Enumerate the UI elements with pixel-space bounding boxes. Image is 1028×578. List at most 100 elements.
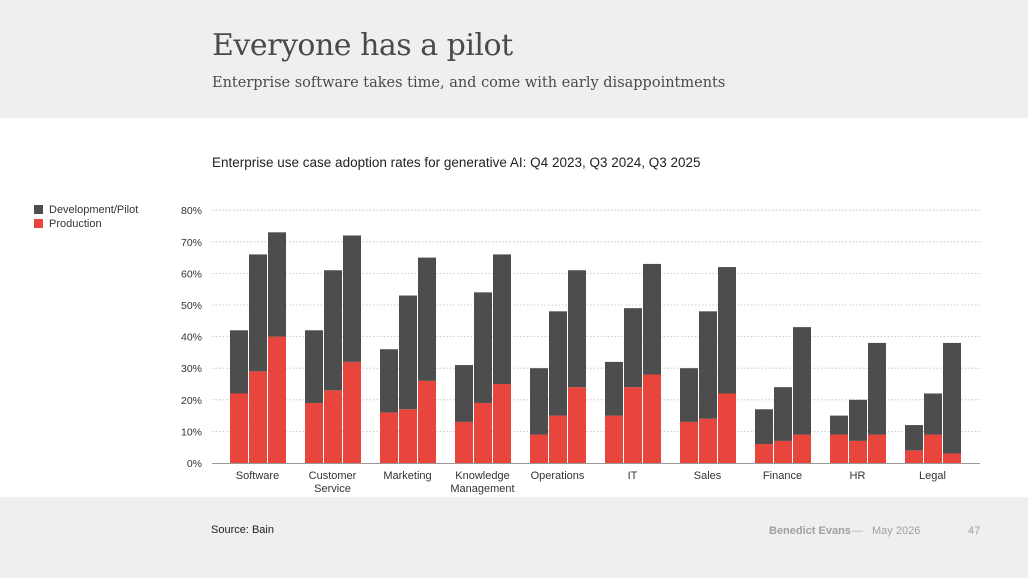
legend-swatch-production [34,219,43,228]
footer-date: May 2026 [872,525,921,537]
bar-production-sales [680,421,698,463]
bar-production-sales [699,418,717,463]
bar-production-legal [924,434,942,463]
legend-item-development-pilot: Development/Pilot [34,203,138,216]
chart-legend: Development/Pilot Production [34,203,138,231]
bar-production-finance [755,444,773,463]
y-tick-label: 20% [181,395,202,407]
author-name: Benedict Evans [769,525,851,537]
bar-development-pilot-marketing [418,257,436,381]
x-category-label: Legal [919,470,946,482]
y-tick-label: 10% [181,426,202,438]
x-category-label-line: Legal [919,470,946,482]
x-category-label: Marketing [383,470,431,482]
x-category-label-line: Software [236,470,279,482]
legend-item-production: Production [34,217,138,230]
bar-development-pilot-hr [830,415,848,435]
bar-production-operations [530,434,548,463]
bar-development-pilot-legal [905,425,923,451]
bar-development-pilot-it [605,361,623,416]
x-category-label-line: HR [850,470,866,482]
y-tick-label: 70% [181,237,202,249]
x-category-label: Operations [531,470,585,482]
bar-development-pilot-software [230,330,248,394]
bar-production-customer-service [324,390,342,463]
bar-development-pilot-customer-service [324,270,342,391]
x-category-label-line: Management [450,483,514,495]
bar-production-hr [849,440,867,463]
page-subtitle: Enterprise software takes time, and come… [212,75,726,91]
bar-production-customer-service [343,361,361,463]
bar-development-pilot-finance [774,387,792,441]
bar-production-software [249,371,267,463]
bar-development-pilot-marketing [399,295,417,410]
bar-development-pilot-marketing [380,349,398,413]
y-tick-label: 30% [181,363,202,375]
bar-development-pilot-it [643,263,661,375]
bar-production-marketing [418,380,436,463]
bar-production-software [268,336,286,463]
y-tick-label: 40% [181,332,202,344]
x-category-label-line: Sales [694,470,722,482]
y-tick-label: 50% [181,300,202,312]
bar-development-pilot-it [624,308,642,388]
bar-development-pilot-operations [568,270,586,388]
footer-band [0,497,1028,578]
bar-development-pilot-legal [924,393,942,435]
y-tick-label: 60% [181,268,202,280]
legend-label-production: Production [49,217,102,230]
bar-production-knowledge-management [474,402,492,463]
page-title: Everyone has a pilot [212,28,513,63]
bar-production-operations [549,415,567,463]
x-category-label: IT [628,470,638,482]
bar-production-knowledge-management [493,384,511,463]
chart-title: Enterprise use case adoption rates for g… [212,155,701,170]
bar-production-finance [774,440,792,463]
stacked-bar-chart: 0% 10% 20% 30% 40% 50% 60% 70% 80% Software Custom… [181,205,980,495]
bar-development-pilot-sales [699,311,717,419]
footer-separator: — [852,525,863,537]
bar-development-pilot-knowledge-management [493,254,511,384]
x-category-label: Knowledge Management [450,470,514,495]
bar-development-pilot-finance [793,327,811,435]
bar-production-marketing [380,412,398,463]
bar-development-pilot-knowledge-management [455,365,473,422]
x-category-label-line: IT [628,470,638,482]
bar-production-it [605,415,623,463]
bar-production-it [624,387,642,463]
bar-development-pilot-software [249,254,267,372]
bar-production-customer-service [305,402,323,463]
bar-development-pilot-legal [943,342,961,454]
bar-production-software [230,393,248,463]
source-note: Source: Bain [211,524,274,536]
bar-development-pilot-customer-service [305,330,323,403]
x-category-label-line: Customer [309,470,357,482]
x-category-label: HR [850,470,866,482]
x-category-label-line: Operations [531,470,585,482]
page-number: 47 [968,525,981,537]
bar-development-pilot-operations [549,311,567,416]
bar-production-it [643,374,661,463]
bar-production-legal [943,453,961,463]
x-category-label: Sales [694,470,722,482]
y-tick-label: 80% [181,205,202,217]
x-category-label-line: Service [314,483,351,495]
bar-development-pilot-sales [718,267,736,394]
bar-production-finance [793,434,811,463]
bar-production-sales [718,393,736,463]
x-category-label: Software [236,470,279,482]
legend-swatch-development-pilot [34,205,43,214]
bar-development-pilot-hr [849,399,867,441]
bar-production-marketing [399,409,417,463]
y-tick-label: 0% [187,458,202,470]
bar-production-knowledge-management [455,421,473,463]
bar-development-pilot-hr [868,342,886,435]
x-category-label: Finance [763,470,802,482]
x-category-label-line: Knowledge [455,470,509,482]
x-category-label: Customer Service [309,470,357,495]
bar-production-operations [568,387,586,463]
bar-production-legal [905,450,923,463]
bar-development-pilot-operations [530,368,548,435]
header-band [0,0,1028,118]
x-category-label-line: Finance [763,470,802,482]
